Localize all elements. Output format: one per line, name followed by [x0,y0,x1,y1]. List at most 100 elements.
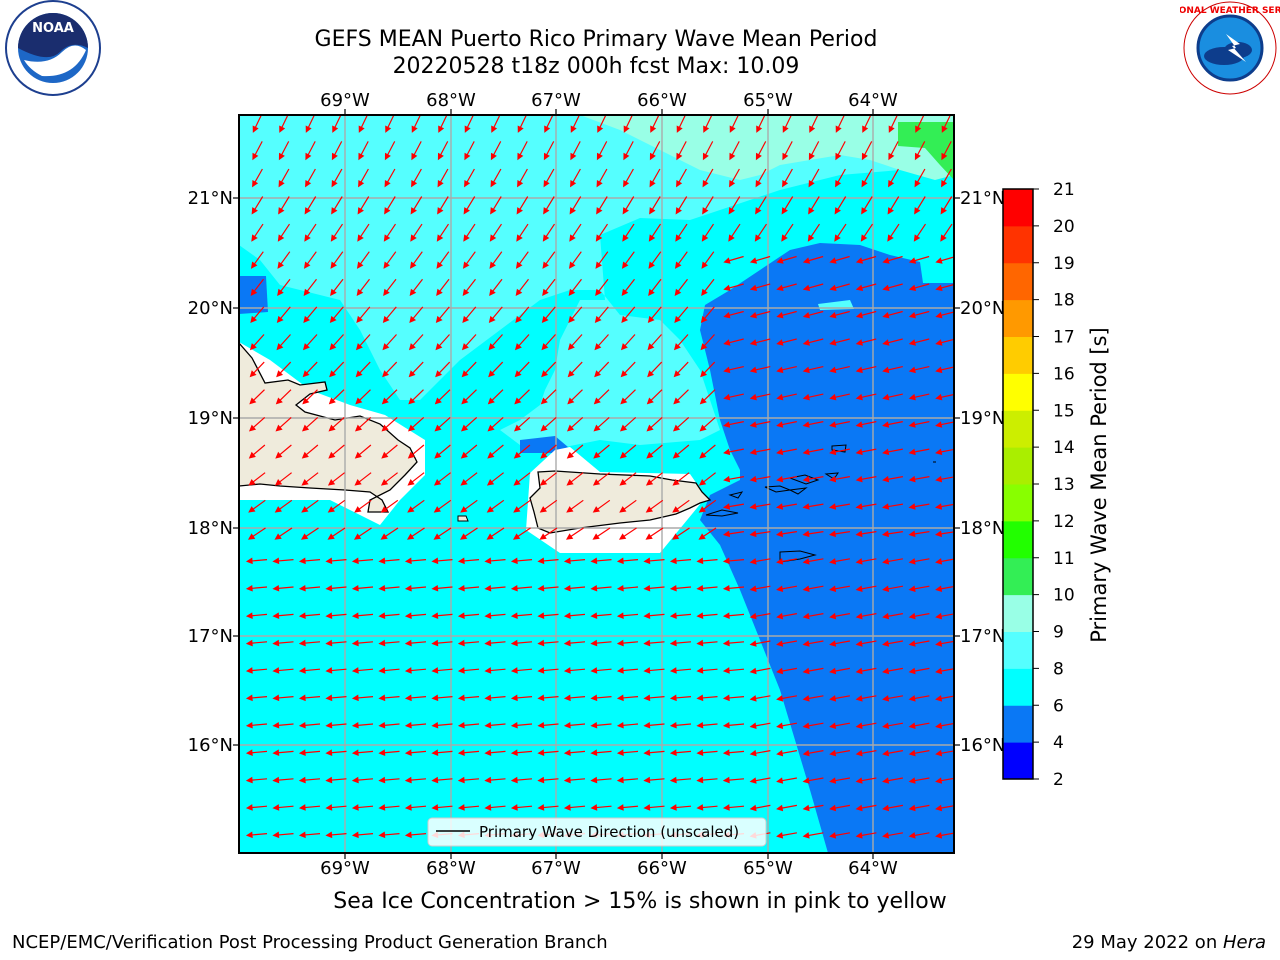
hispaniola-land [239,342,418,513]
direction-arrow-head [304,234,311,242]
direction-arrow-head [935,612,943,620]
direction-arrow-head [460,424,469,432]
direction-arrow-head [672,506,680,513]
direction-arrow-head [325,612,333,619]
noaa-logo: NOAA [5,0,101,96]
direction-arrow-head [782,179,789,188]
direction-arrow-head [404,612,412,619]
direction-arrow-head [351,557,359,565]
lon-label-bottom-65: 65°W [743,858,793,879]
direction-arrow-head [434,424,442,432]
direction-arrow-head [384,179,391,188]
direction-arrow-head [590,584,598,592]
direction-arrow-head [855,558,863,565]
direction-arrow-head [384,152,391,161]
direction-arrow-head [808,207,815,215]
direction-arrow-head [298,831,306,839]
direction-arrow-head [676,125,683,133]
direction-arrow-head [568,261,576,269]
direction-arrow-head [882,448,890,456]
direction-arrow-head [596,207,603,215]
direction-arrow-head [488,343,496,351]
direction-arrow-head [722,694,730,702]
vieques-island [705,509,739,517]
colorbar-segment [1003,594,1033,632]
direction-arrow-head [462,315,470,324]
direction-arrow-head [329,343,337,351]
direction-arrow-head [542,261,549,269]
direction-arrow-head [855,448,863,456]
direction-arrow-head [908,366,916,374]
direction-arrow-head [437,179,444,188]
direction-arrow-head [563,612,571,619]
direction-arrow-head [409,261,417,269]
direction-arrow-head [383,288,390,296]
direction-arrow-head [749,585,757,593]
direction-arrow-head [669,804,677,811]
direction-arrow-head [486,506,494,513]
direction-arrow-head [330,234,338,242]
direction-arrow-head [484,749,492,756]
direction-arrow-head [381,451,389,459]
direction-arrow-head [935,311,943,319]
direction-arrow-head [749,777,757,784]
direction-arrow-head [245,667,253,674]
direction-arrow-head [354,451,362,459]
direction-arrow-head [537,612,545,619]
direction-arrow-head [619,451,627,459]
direction-arrow-head [699,451,707,459]
direction-arrow-head [563,804,571,811]
direction-arrow-head [298,749,306,756]
footer-host: Hera [1222,932,1266,953]
direction-arrow-head [723,284,731,292]
direction-arrow-head [669,639,677,647]
direction-arrow-head [356,261,364,269]
direction-arrow-head [537,776,545,784]
direction-arrow-head [540,424,548,432]
direction-arrow-head [457,639,465,647]
direction-arrow-head [358,125,365,133]
direction-arrow-head [835,125,842,133]
direction-arrow-head [643,776,651,784]
direction-arrow-head [829,284,837,292]
direction-arrow-head [516,234,523,242]
direction-arrow-head [776,667,784,675]
direction-arrow-head [514,397,522,405]
direction-arrow-head [512,533,521,540]
lon-label-top-64: 64°W [848,90,898,111]
direction-arrow-head [882,832,890,839]
direction-arrow-head [941,152,948,161]
direction-arrow-head [275,424,283,432]
direction-arrow-head [776,366,784,374]
direction-arrow-head [616,667,624,674]
direction-arrow-head [908,393,916,401]
direction-arrow-head [620,397,628,405]
direction-arrow-head [776,777,784,784]
direction-arrow-head [594,315,602,324]
legend-label: Primary Wave Direction (unscaled) [479,823,739,841]
band-9-10 [580,115,954,180]
colorbar-segment [1003,705,1033,743]
direction-arrow-head [272,557,280,565]
direction-arrow-head [643,557,651,565]
direction-arrow-head [302,370,310,378]
direction-arrow-head [829,695,837,702]
direction-arrow-head [829,558,837,565]
direction-arrow-head [457,584,465,592]
direction-arrow-head [490,179,497,188]
direction-arrow-head [563,776,571,784]
direction-arrow-head [776,530,784,538]
direction-arrow-head [433,478,442,486]
direction-arrow-head [304,207,311,215]
direction-arrow-head [487,397,495,405]
direction-arrow-head [888,179,895,188]
lat-label-right-21: 21°N [960,188,1005,209]
direction-arrow-head [619,506,627,513]
direction-arrow-head [623,179,630,188]
direction-arrow-head [776,749,784,757]
direction-arrow-head [566,506,574,513]
direction-arrow-head [486,478,495,486]
direction-arrow-head [435,343,443,351]
direction-arrow-head [484,612,492,619]
direction-arrow-head [410,207,417,215]
